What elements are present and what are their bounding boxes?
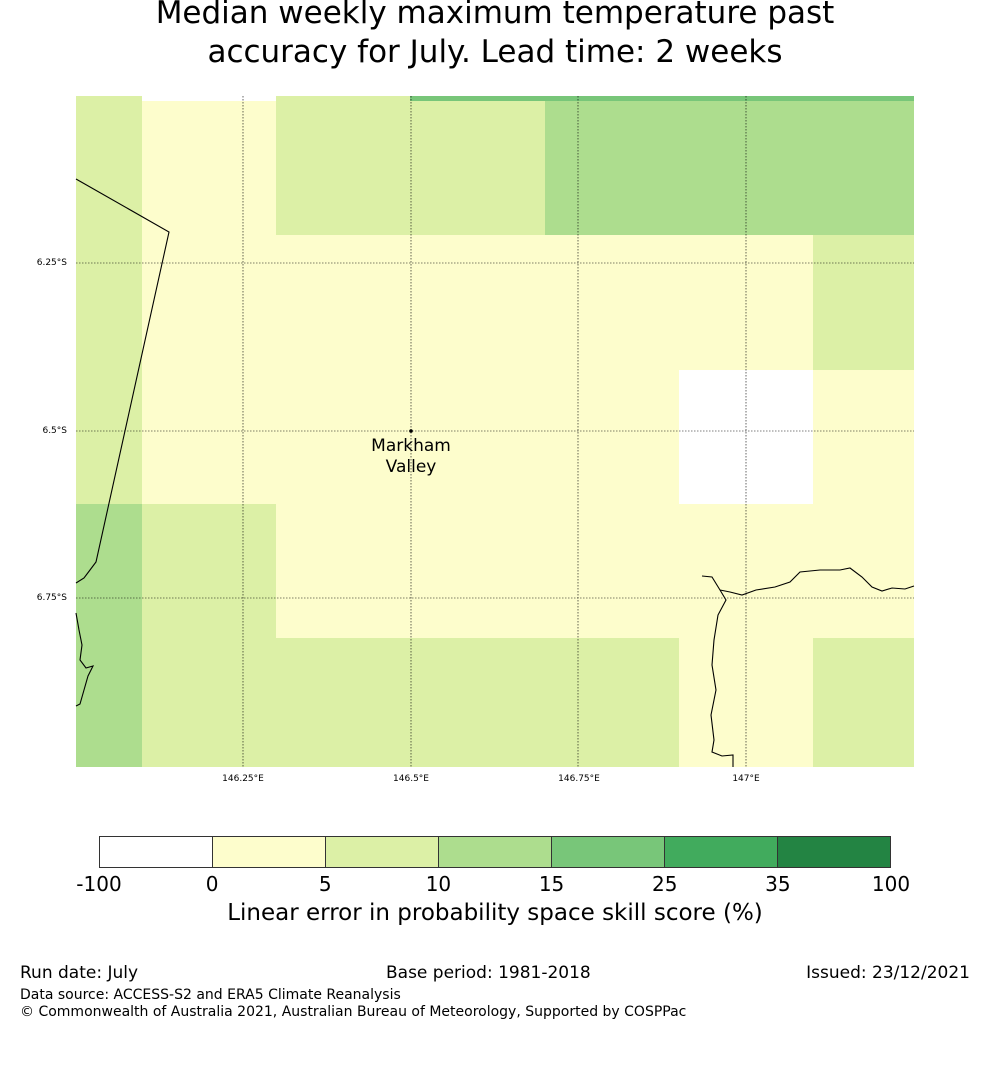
place-label-line-2: Valley [385,457,437,477]
colorbar-tick-label: 0 [205,872,219,896]
grid-cell [410,370,545,504]
province-border [75,178,170,584]
title-line-1: Median weekly maximum temperature past [155,0,835,31]
lon-tick-label: 146.25°E [222,774,264,784]
grid-cell [813,235,914,370]
colorbar-title: Linear error in probability space skill … [227,900,763,926]
lon-tick-label: 146.5°E [393,774,429,784]
colorbar-swatch [213,837,326,867]
grid-cell [545,370,679,504]
graticule [76,96,914,767]
colorbar-tick-label: 35 [765,872,791,896]
colorbar-swatch [439,837,552,867]
colorbar-swatch [552,837,665,867]
grid-cell [76,235,142,370]
grid-cell [142,101,276,235]
colorbar-tick-label: 5 [318,872,332,896]
grid-cell [813,638,914,767]
grid-cell [545,504,679,638]
river-coastline [701,567,915,767]
grid-cell [545,638,679,767]
place-label-markham-valley: Markham Valley [371,436,451,478]
base-period: Base period: 1981-2018 [386,963,591,983]
grid-cell [679,235,813,370]
grid-cell [276,101,410,235]
title-line-2: accuracy for July. Lead time: 2 weeks [207,34,783,70]
grid-cell [813,101,914,235]
data-source: Data source: ACCESS-S2 and ERA5 Climate … [20,987,401,1003]
colorbar-swatch [326,837,439,867]
grid-cell [142,235,276,370]
lon-tick-label: 147°E [732,774,760,784]
grid-cell [142,370,276,504]
issued-date: Issued: 23/12/2021 [806,963,970,983]
markham-valley-marker [409,429,413,433]
lat-tick-label: 6.5°S [42,426,67,436]
grid-cell [410,235,545,370]
top-edge-strip-mid [276,96,410,101]
colorbar-tick-label: 100 [871,872,911,896]
grid-cell [276,235,410,370]
grid-cell [276,370,410,504]
run-date: Run date: July [20,963,139,983]
copyright: © Commonwealth of Australia 2021, Austra… [20,1004,687,1020]
lat-tick-label: 6.75°S [36,593,67,603]
grid-cell [410,504,545,638]
colorbar-tick-label: 25 [651,872,678,896]
grid-cell [679,370,813,504]
colorbar-tick-label: -100 [76,872,122,896]
grid-cell [142,638,276,767]
colorbar-swatch [778,837,890,867]
grid-cell [276,504,410,638]
grid-cell [813,504,914,638]
grid-cell [276,638,410,767]
grid-cell [410,638,545,767]
grid-cell [545,101,679,235]
skill-grid [76,101,914,767]
colorbar-tick-label: 15 [538,872,565,896]
colorbar-swatch [100,837,213,867]
top-edge-strip-light [76,96,142,101]
colorbar [99,836,891,868]
grid-cell [76,504,142,638]
colorbar-swatch [665,837,778,867]
lat-tick-label: 6.25°S [36,258,67,268]
grid-cell [76,101,142,235]
place-label-line-1: Markham [371,436,451,456]
grid-cell [410,101,545,235]
grid-cell [76,370,142,504]
grid-cell [76,638,142,767]
top-edge-strip-green [410,96,914,101]
grid-cell [545,235,679,370]
grid-cell [813,370,914,504]
colorbar-tick-label: 10 [425,872,452,896]
chart-title: Median weekly maximum temperature past a… [0,0,990,72]
grid-cell [142,504,276,638]
west-coastline [75,612,95,707]
lon-tick-label: 146.75°E [558,774,600,784]
